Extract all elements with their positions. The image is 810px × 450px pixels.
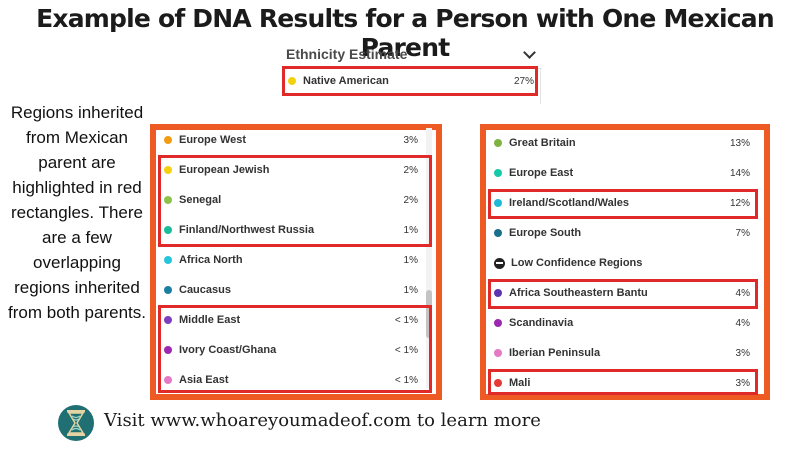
region-row-ivory-coast-ghana[interactable]: Ivory Coast/Ghana < 1% [164, 335, 418, 365]
region-percent: 3% [403, 134, 418, 146]
region-percent: 27% [513, 75, 534, 87]
region-name: Asia East [179, 374, 229, 386]
region-name: Mali [509, 377, 531, 389]
region-name: Middle East [179, 314, 241, 326]
region-row-scandinavia[interactable]: Scandinavia 4% [494, 308, 750, 338]
region-name: Ireland/Scotland/Wales [509, 197, 630, 209]
region-color-dot-icon [164, 256, 172, 264]
region-row-iberian-peninsula[interactable]: Iberian Peninsula 3% [494, 338, 750, 368]
right-results-frame [480, 124, 770, 400]
region-color-dot-icon [164, 346, 172, 354]
ethnicity-estimate-header[interactable]: Ethnicity Estimate [286, 40, 542, 68]
page-title: Example of DNA Results for a Person with… [36, 4, 775, 62]
minus-circle-icon[interactable] [494, 257, 505, 269]
region-color-dot-icon [494, 169, 502, 177]
region-percent: < 1% [394, 344, 418, 356]
region-row-great-britain[interactable]: Great Britain 13% [494, 128, 750, 158]
region-row-ireland-scotland-wales[interactable]: Ireland/Scotland/Wales 12% [494, 188, 750, 218]
region-name: Iberian Peninsula [509, 347, 601, 359]
region-color-dot-icon [494, 139, 502, 147]
low-confidence-regions-toggle[interactable]: Low Confidence Regions [494, 248, 750, 278]
region-percent: 14% [729, 167, 750, 179]
region-color-dot-icon [494, 319, 502, 327]
region-color-dot-icon [164, 196, 172, 204]
region-name: Caucasus [179, 284, 231, 296]
region-name: Scandinavia [509, 317, 574, 329]
region-name: European Jewish [179, 164, 270, 176]
region-row-finland-northwest-russia[interactable]: Finland/Northwest Russia 1% [164, 215, 418, 245]
region-name: Africa North [179, 254, 243, 266]
region-row-europe-east[interactable]: Europe East 14% [494, 158, 750, 188]
highlight-box-native-american [282, 66, 538, 96]
panel-edge [540, 68, 541, 104]
region-name: Native American [303, 75, 389, 87]
region-percent: < 1% [394, 374, 418, 386]
region-row-native-american[interactable]: Native American 27% [288, 66, 534, 96]
left-results-frame [150, 124, 442, 400]
region-color-dot-icon [494, 349, 502, 357]
region-percent: 1% [403, 284, 418, 296]
dna-hourglass-icon [58, 405, 94, 441]
region-percent: 3% [735, 377, 750, 389]
region-color-dot-icon [164, 316, 172, 324]
ethnicity-estimate-label: Ethnicity Estimate [286, 46, 408, 62]
region-name: Europe East [509, 167, 574, 179]
region-percent: 2% [403, 164, 418, 176]
region-row-senegal[interactable]: Senegal 2% [164, 185, 418, 215]
region-row-africa-north[interactable]: Africa North 1% [164, 245, 418, 275]
region-name: Finland/Northwest Russia [179, 224, 315, 236]
region-color-dot-icon [164, 376, 172, 384]
highlight-box-middle-east-ivory-asia [158, 305, 432, 393]
region-name: Europe South [509, 227, 582, 239]
region-percent: 2% [403, 194, 418, 206]
region-color-dot-icon [494, 229, 502, 237]
region-row-european-jewish[interactable]: European Jewish 2% [164, 155, 418, 185]
region-percent: < 1% [394, 314, 418, 326]
region-percent: 1% [403, 254, 418, 266]
highlight-box-africa-southeastern-bantu [488, 279, 758, 309]
region-percent: 7% [735, 227, 750, 239]
region-name: Africa Southeastern Bantu [509, 287, 648, 299]
region-name: Europe West [179, 134, 247, 146]
region-percent: 12% [729, 197, 750, 209]
region-name: Great Britain [509, 137, 576, 149]
chevron-down-icon[interactable] [523, 45, 536, 59]
region-color-dot-icon [494, 199, 502, 207]
region-name: Ivory Coast/Ghana [179, 344, 277, 356]
region-row-africa-southeastern-bantu[interactable]: Africa Southeastern Bantu 4% [494, 278, 750, 308]
region-row-caucasus[interactable]: Caucasus 1% [164, 275, 418, 305]
region-color-dot-icon [164, 136, 172, 144]
region-color-dot-icon [164, 286, 172, 294]
region-percent: 13% [729, 137, 750, 149]
side-note: Regions inherited from Mexican parent ar… [8, 103, 146, 322]
region-color-dot-icon [164, 226, 172, 234]
region-name: Senegal [179, 194, 222, 206]
highlight-box-ireland-scotland-wales [488, 189, 758, 219]
region-row-europe-south[interactable]: Europe South 7% [494, 218, 750, 248]
region-percent: 3% [735, 347, 750, 359]
region-percent: 1% [403, 224, 418, 236]
highlight-box-mali [488, 369, 758, 395]
region-color-dot-icon [494, 289, 502, 297]
scrollbar-track[interactable] [426, 128, 432, 388]
region-percent: 4% [735, 287, 750, 299]
region-row-mali[interactable]: Mali 3% [494, 368, 750, 398]
section-label: Low Confidence Regions [511, 257, 643, 269]
region-row-middle-east[interactable]: Middle East < 1% [164, 305, 418, 335]
region-color-dot-icon [164, 166, 172, 174]
region-percent: 4% [735, 317, 750, 329]
highlight-box-jewish-senegal-finland [158, 155, 432, 247]
region-row-asia-east[interactable]: Asia East < 1% [164, 365, 418, 395]
footer-link-text[interactable]: Visit www.whoareyoumadeof.com to learn m… [104, 410, 541, 431]
region-row-europe-west[interactable]: Europe West 3% [164, 125, 418, 155]
region-color-dot-icon [288, 77, 296, 85]
region-color-dot-icon [494, 379, 502, 387]
